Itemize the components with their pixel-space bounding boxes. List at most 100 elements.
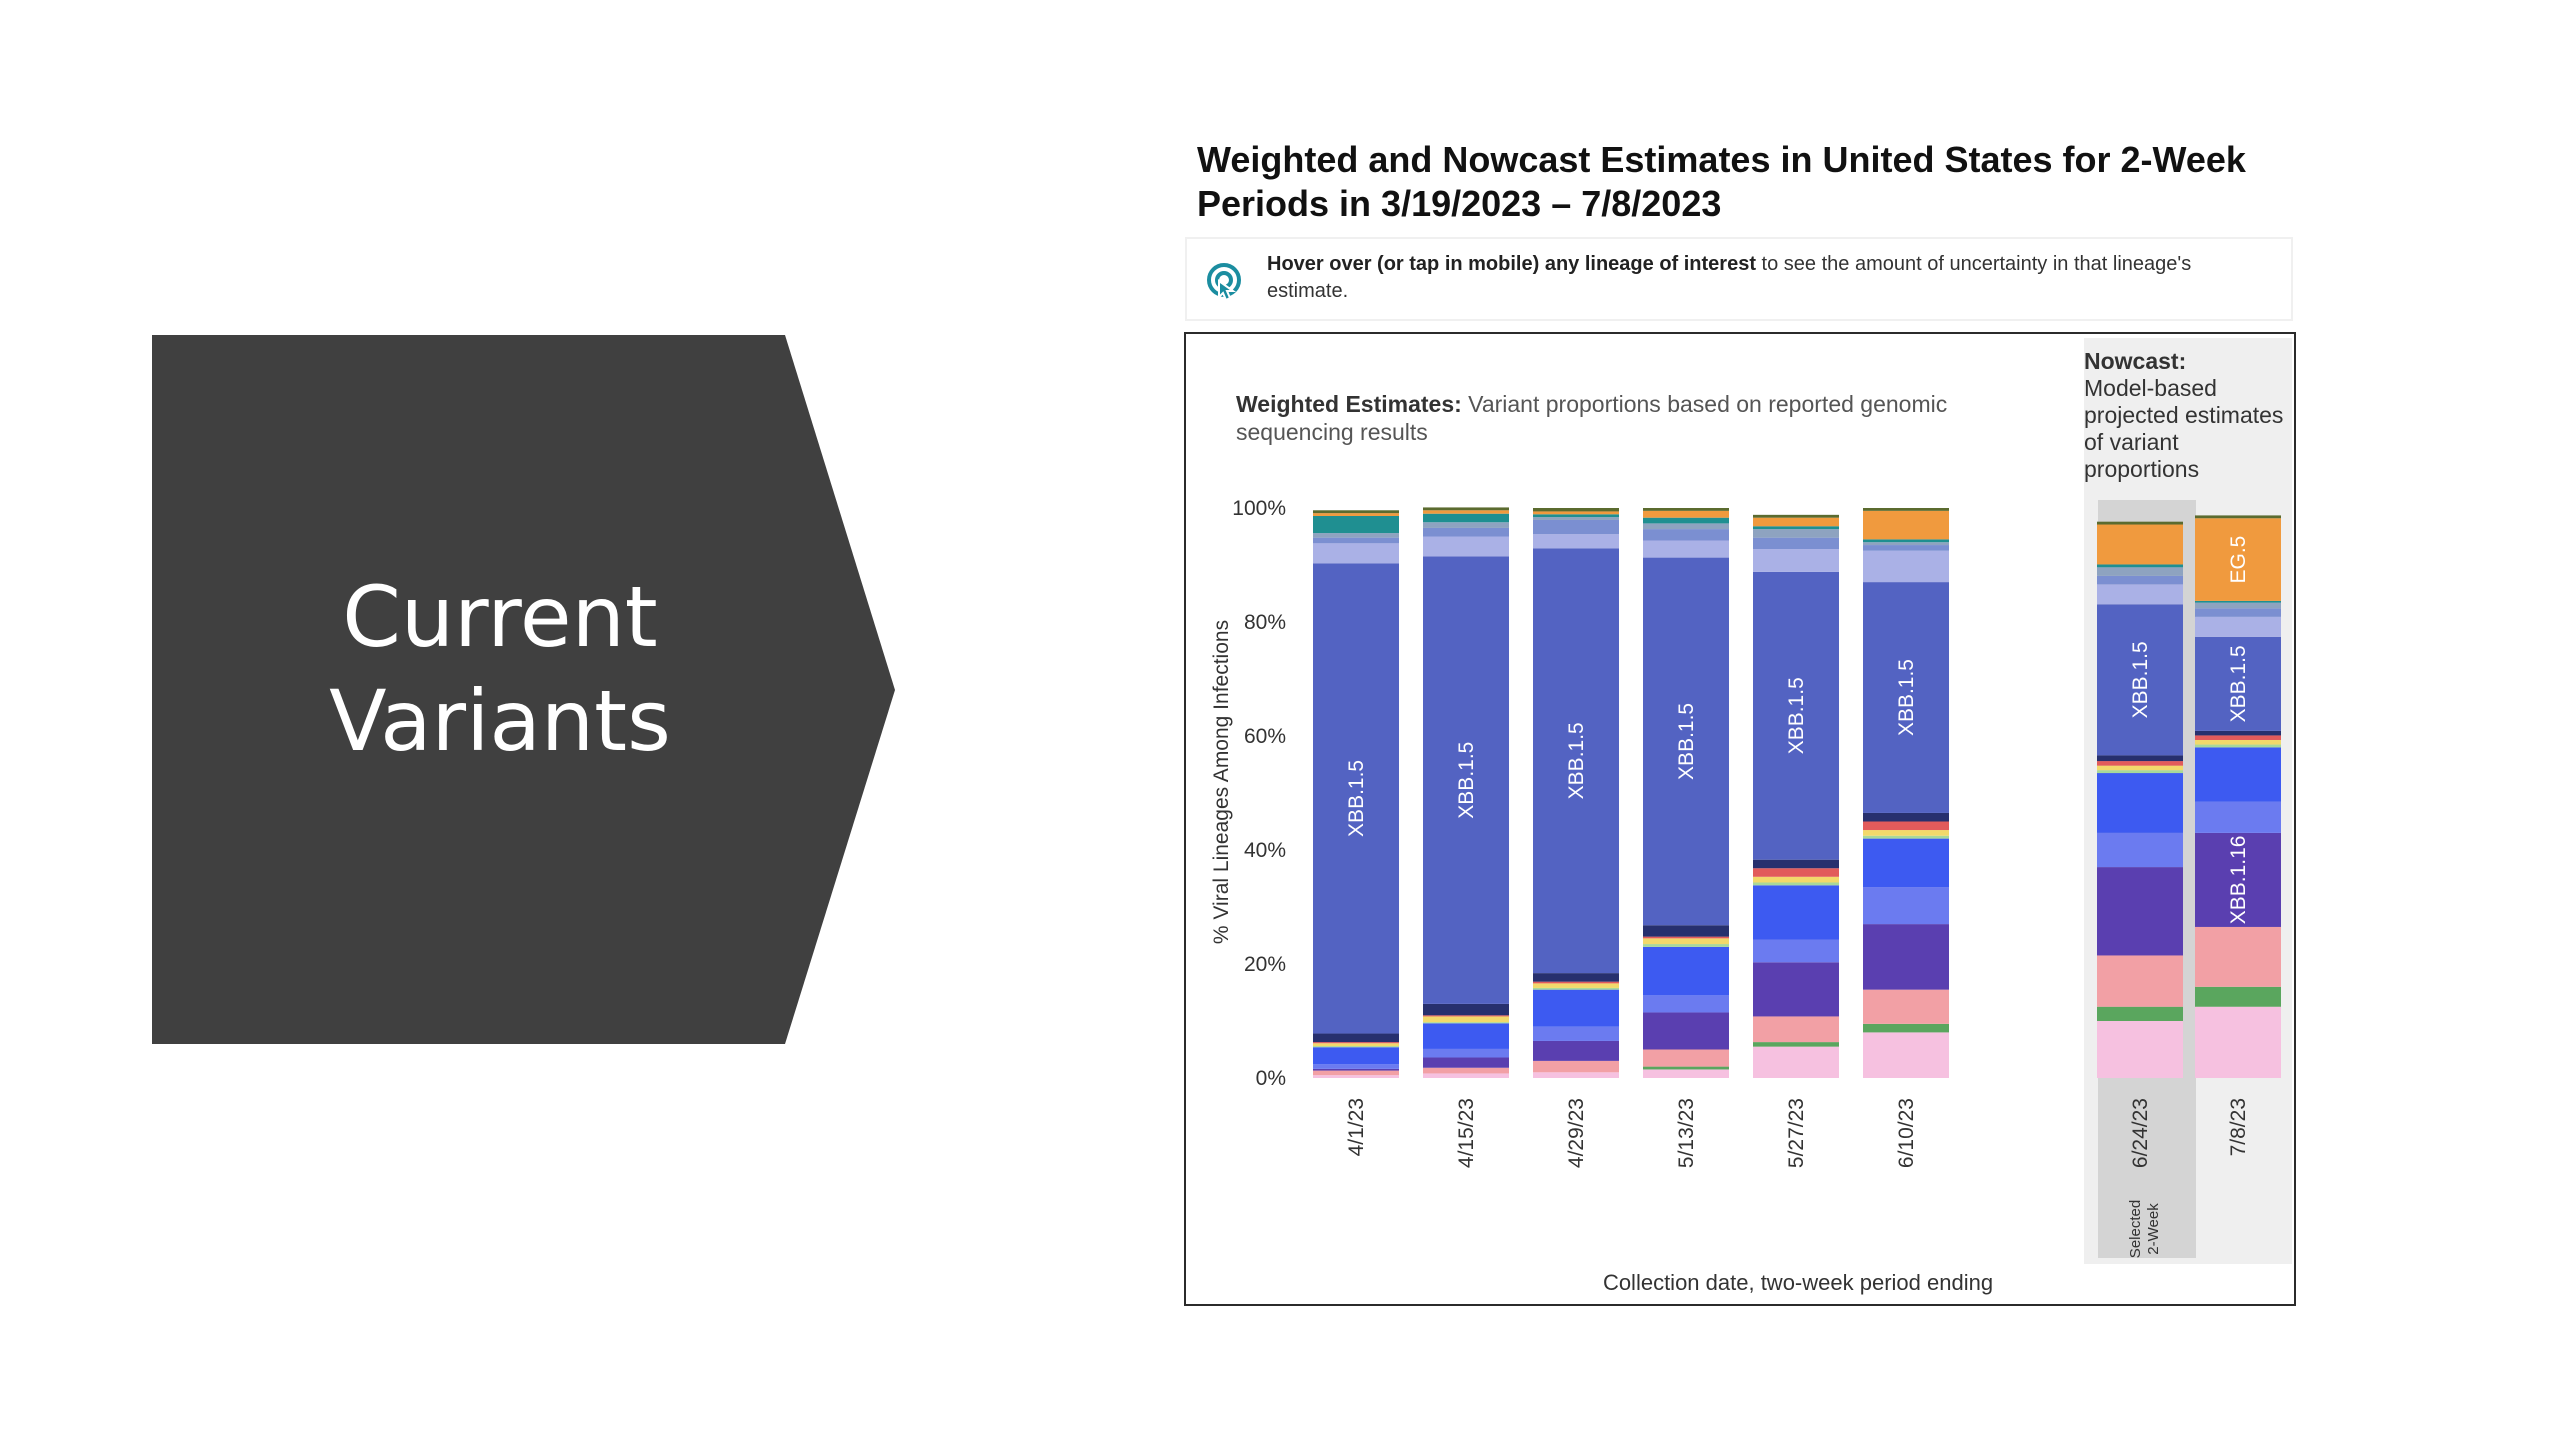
bar-segment-salmon[interactable] xyxy=(1533,1060,1619,1073)
bar-segment-light_green[interactable] xyxy=(2097,770,2183,774)
bar-segment-orange[interactable] xyxy=(1533,511,1619,515)
bar-segment-indigo[interactable] xyxy=(1753,962,1839,1017)
bar-segment-red[interactable] xyxy=(1533,981,1619,984)
bar-segment-grey_blue[interactable] xyxy=(1643,523,1729,530)
bar-segment-pink[interactable] xyxy=(2195,1006,2281,1078)
bar-segment-light_green[interactable] xyxy=(2195,744,2281,748)
bar-segment-salmon[interactable] xyxy=(1643,1049,1729,1067)
bar-segment-green[interactable] xyxy=(1863,1023,1949,1033)
bar-segment-xbb15[interactable] xyxy=(2097,604,2183,756)
bar-segment-orange[interactable] xyxy=(1863,510,1949,540)
bar-segment-yellow[interactable] xyxy=(1313,1043,1399,1047)
bar-segment-grey_blue[interactable] xyxy=(1313,533,1399,538)
bar-segment-red[interactable] xyxy=(1643,936,1729,939)
bar-segment-light_green[interactable] xyxy=(1863,835,1949,839)
bar-segment-salmon[interactable] xyxy=(1753,1016,1839,1043)
bar-segment-green[interactable] xyxy=(1753,1042,1839,1047)
bar-segment-xbb15[interactable] xyxy=(1643,557,1729,926)
bar-segment-teal[interactable] xyxy=(2195,600,2281,603)
bar-segment-slate[interactable] xyxy=(1753,537,1839,550)
bar-segment-red[interactable] xyxy=(1423,1015,1509,1017)
bar-segment-light_green[interactable] xyxy=(1533,987,1619,990)
bar-segment-salmon[interactable] xyxy=(1313,1070,1399,1076)
bar-segment-blue[interactable] xyxy=(2195,747,2281,802)
bar-segment-blue[interactable] xyxy=(2097,773,2183,833)
bar-segment-indigo[interactable] xyxy=(2195,832,2281,927)
bar-segment-xbb15[interactable] xyxy=(1753,571,1839,860)
bar-segment-orange[interactable] xyxy=(1313,513,1399,516)
bar-segment-indigo[interactable] xyxy=(1313,1068,1399,1071)
bar-segment-xbb15[interactable] xyxy=(1313,563,1399,1034)
bar-segment-navy[interactable] xyxy=(1533,973,1619,982)
bar-segment-green[interactable] xyxy=(2195,986,2281,1007)
bar-segment-teal[interactable] xyxy=(1313,515,1399,534)
bar-segment-pink[interactable] xyxy=(1863,1032,1949,1078)
bar-segment-navy[interactable] xyxy=(2097,755,2183,762)
bar-segment-teal[interactable] xyxy=(1753,526,1839,530)
bar-segment-yellow[interactable] xyxy=(1533,983,1619,988)
bar-segment-grey_blue[interactable] xyxy=(2195,602,2281,609)
bar-segment-teal[interactable] xyxy=(1863,539,1949,543)
bar-segment-dark_olive[interactable] xyxy=(1313,510,1399,514)
bar-segment-yellow[interactable] xyxy=(1753,876,1839,883)
bar-segment-grey_blue[interactable] xyxy=(1533,517,1619,520)
bar-segment-lavender[interactable] xyxy=(2195,616,2281,637)
bar-segment-red[interactable] xyxy=(2097,761,2183,766)
bar-segment-slate[interactable] xyxy=(1533,519,1619,535)
bar-segment-lavender[interactable] xyxy=(1313,543,1399,564)
bar-segment-salmon[interactable] xyxy=(2195,926,2281,987)
bar-segment-xbb15[interactable] xyxy=(1863,582,1949,813)
bar-segment-slate[interactable] xyxy=(1863,545,1949,551)
bar-segment-dark_olive[interactable] xyxy=(2097,521,2183,525)
bar-segment-teal[interactable] xyxy=(1533,514,1619,518)
bar-segment-blue[interactable] xyxy=(1533,989,1619,1027)
bar-segment-red[interactable] xyxy=(1313,1042,1399,1044)
bar-segment-dark_olive[interactable] xyxy=(1533,508,1619,512)
bar-segment-cornflower[interactable] xyxy=(1313,1064,1399,1069)
bar-segment-cornflower[interactable] xyxy=(1533,1026,1619,1041)
bar-segment-orange[interactable] xyxy=(2195,518,2281,601)
bar-segment-lavender[interactable] xyxy=(1863,550,1949,583)
bar-segment-grey_blue[interactable] xyxy=(1863,542,1949,546)
bar-segment-navy[interactable] xyxy=(2195,730,2281,736)
bar-segment-light_green[interactable] xyxy=(1313,1046,1399,1048)
bar-segment-orange[interactable] xyxy=(1753,517,1839,527)
bar-segment-yellow[interactable] xyxy=(1863,830,1949,836)
bar-segment-teal[interactable] xyxy=(1643,517,1729,524)
bar-segment-navy[interactable] xyxy=(1863,812,1949,822)
bar-segment-cornflower[interactable] xyxy=(1753,939,1839,963)
bar-segment-lavender[interactable] xyxy=(1753,549,1839,572)
bar-segment-slate[interactable] xyxy=(2097,575,2183,585)
bar-segment-salmon[interactable] xyxy=(2097,955,2183,1007)
bar-segment-pink[interactable] xyxy=(2097,1021,2183,1078)
bar-segment-indigo[interactable] xyxy=(1533,1040,1619,1061)
bar-segment-salmon[interactable] xyxy=(1423,1067,1509,1074)
bar-segment-salmon[interactable] xyxy=(1863,989,1949,1024)
bar-segment-cornflower[interactable] xyxy=(2195,801,2281,833)
bar-segment-cornflower[interactable] xyxy=(2097,832,2183,868)
bar-segment-lavender[interactable] xyxy=(1423,536,1509,557)
bar-segment-pink[interactable] xyxy=(1643,1069,1729,1078)
bar-segment-navy[interactable] xyxy=(1423,1003,1509,1016)
bar-segment-yellow[interactable] xyxy=(2195,739,2281,745)
bar-segment-navy[interactable] xyxy=(1753,859,1839,869)
bar-segment-slate[interactable] xyxy=(2195,608,2281,617)
bar-segment-light_green[interactable] xyxy=(1643,944,1729,947)
bar-segment-pink[interactable] xyxy=(1533,1072,1619,1078)
bar-segment-xbb15[interactable] xyxy=(2195,636,2281,731)
bar-segment-dark_olive[interactable] xyxy=(1643,508,1729,511)
bar-segment-xbb15[interactable] xyxy=(1533,548,1619,974)
bar-segment-dark_olive[interactable] xyxy=(1863,508,1949,511)
bar-segment-blue[interactable] xyxy=(1423,1023,1509,1049)
bar-segment-teal[interactable] xyxy=(2097,564,2183,568)
bar-segment-navy[interactable] xyxy=(1313,1033,1399,1043)
bar-segment-blue[interactable] xyxy=(1313,1047,1399,1065)
bar-segment-red[interactable] xyxy=(1753,868,1839,877)
bar-segment-green[interactable] xyxy=(1643,1066,1729,1070)
bar-segment-lavender[interactable] xyxy=(1643,540,1729,558)
bar-segment-blue[interactable] xyxy=(1643,946,1729,996)
bar-segment-blue[interactable] xyxy=(1753,885,1839,940)
bar-segment-dark_olive[interactable] xyxy=(1423,507,1509,511)
bar-segment-pink[interactable] xyxy=(1313,1075,1399,1078)
bar-segment-cornflower[interactable] xyxy=(1863,887,1949,925)
